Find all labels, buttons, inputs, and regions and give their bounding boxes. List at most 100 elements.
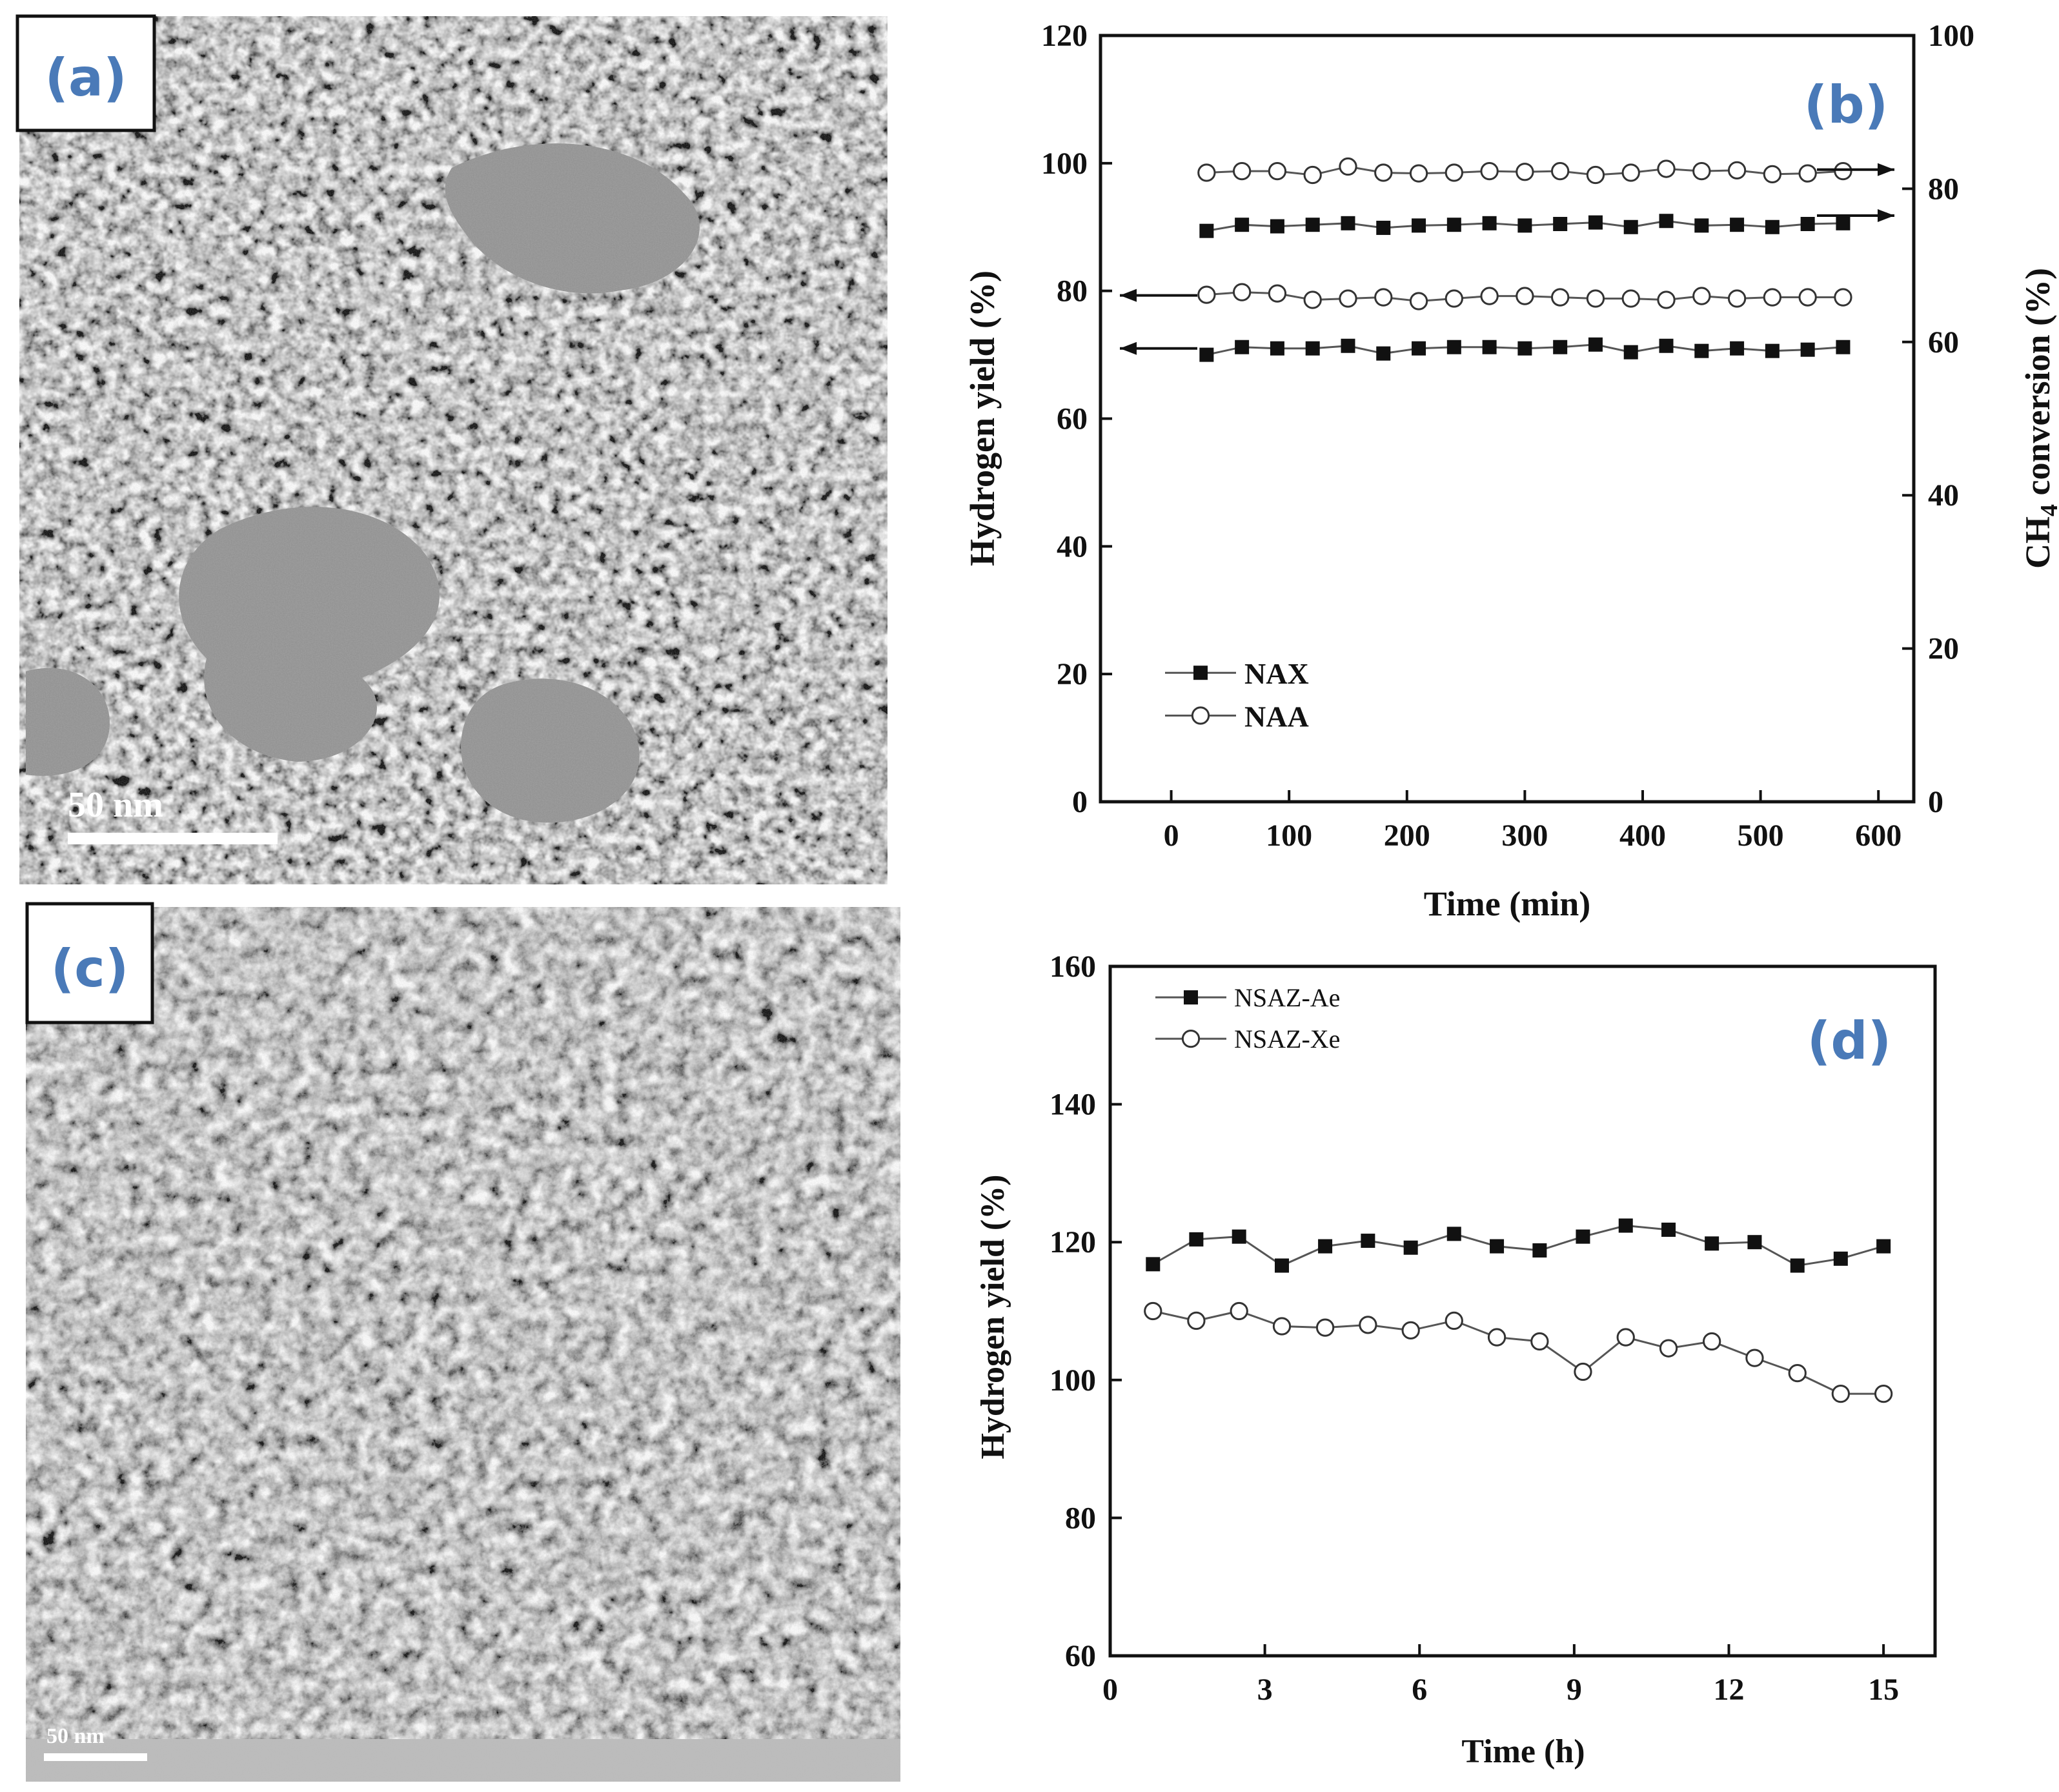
chart-b-point-naa xyxy=(1551,161,1570,181)
chart-d-point-nsaz-ae xyxy=(1274,1258,1289,1273)
chart-b-point-nax xyxy=(1623,345,1638,360)
panel-label-a: (a) xyxy=(45,48,127,108)
chart-b-point-naa xyxy=(1303,290,1322,309)
chart-b-point-naa xyxy=(1621,163,1640,182)
chart-b-point-naa xyxy=(1268,284,1287,303)
chart-b-ytick-label: 40 xyxy=(1057,529,1088,564)
chart-d-ylabel: Hydrogen yield (%) xyxy=(975,1174,1011,1459)
chart-d-series-line-nsaz-ae xyxy=(1152,1225,1884,1267)
chart-b-xtick-label: 500 xyxy=(1738,819,1784,853)
tem-grain-a xyxy=(19,16,888,884)
tem-grain-c xyxy=(26,907,900,1782)
chart-b-ylabel-right: CH4 conversion (%) xyxy=(2018,268,2059,569)
chart-d-ytick-label: 80 xyxy=(1065,1501,1096,1535)
chart-b-point-nax xyxy=(1235,340,1250,354)
chart-d-xticks: 0 3 6 9 12 15 xyxy=(1102,1644,1899,1707)
panel-label-box-a xyxy=(15,14,156,132)
chart-b-point-nax xyxy=(1517,341,1532,356)
chart-d-point-nsaz-ae xyxy=(1403,1240,1418,1255)
chart-b-arrows xyxy=(1120,163,1894,355)
chart-b-point-naa xyxy=(1409,292,1428,311)
chart-b-point-nax xyxy=(1412,218,1426,233)
chart-b-point-nax xyxy=(1623,219,1638,234)
chart-b-point-nax xyxy=(1517,218,1532,233)
chart-b-point-naa xyxy=(1409,164,1428,183)
chart-b-point-naa xyxy=(1339,157,1357,176)
chart-b-xtick-label: 400 xyxy=(1619,819,1666,853)
chart-b-ytick-right-label: 80 xyxy=(1928,172,1959,206)
chart-d-ytick-label: 140 xyxy=(1050,1088,1096,1122)
chart-b-point-nax xyxy=(1765,219,1780,234)
chart-d-point-nsaz-xe xyxy=(1616,1328,1635,1347)
chart-b-ytick-label: 100 xyxy=(1041,147,1088,181)
chart-b-xlabel: Time (min) xyxy=(1424,884,1590,923)
chart-b-point-nax xyxy=(1482,216,1497,230)
chart-b-point-naa xyxy=(1657,159,1676,178)
chart-d-point-nsaz-ae xyxy=(1790,1258,1805,1273)
chart-b-point-naa xyxy=(1692,161,1711,181)
chart-d-point-nsaz-ae xyxy=(1661,1222,1676,1237)
chart-b-point-nax xyxy=(1836,340,1851,354)
chart-b-point-nax xyxy=(1446,218,1461,232)
panel-label-c: (c) xyxy=(51,939,129,999)
chart-b-ytick-right-label: 60 xyxy=(1928,325,1959,360)
chart-d-xtick-label: 12 xyxy=(1714,1673,1745,1707)
chart-b-point-nax xyxy=(1270,219,1284,234)
chart-d-ytick-label: 100 xyxy=(1050,1363,1096,1398)
chart-b-ytick-label: 120 xyxy=(1041,19,1088,53)
chart-b-legend-label: NAX xyxy=(1244,657,1309,690)
chart-d-point-nsaz-ae xyxy=(1146,1257,1161,1272)
chart-b-legend: NAX NAA xyxy=(1165,657,1309,733)
chart-b-point-naa xyxy=(1303,165,1322,185)
chart-b-point-naa xyxy=(1763,165,1782,183)
scale-bar-a xyxy=(68,833,278,844)
chart-b-point-nax xyxy=(1588,215,1603,230)
chart-b-xtick-label: 600 xyxy=(1855,819,1902,853)
chart-d-ytick-label: 60 xyxy=(1065,1639,1096,1673)
chart-b-point-naa xyxy=(1834,161,1852,181)
chart-b-point-naa xyxy=(1268,161,1287,181)
chart-b-xtick-label: 100 xyxy=(1266,819,1312,853)
chart-d-point-nsaz-xe xyxy=(1144,1301,1162,1321)
chart-d-ytick-label: 120 xyxy=(1050,1225,1096,1259)
chart-b-point-nax xyxy=(1270,341,1284,356)
chart-b-point-naa xyxy=(1727,289,1747,308)
chart-d-xlabel: Time (h) xyxy=(1461,1733,1585,1770)
chart-b-point-nax xyxy=(1694,343,1709,358)
chart-b-xtick-label: 300 xyxy=(1501,819,1548,853)
chart-d-point-nsaz-ae xyxy=(1318,1239,1333,1254)
chart-b: 0 100 200 300 400 500 600 0 20 40 60 80 100 120 0 20 4… xyxy=(963,19,2059,923)
chart-b-legend-label: NAA xyxy=(1244,700,1309,733)
chart-b-point-nax xyxy=(1730,218,1745,232)
chart-b-point-nax xyxy=(1305,218,1320,232)
chart-d-point-nsaz-xe xyxy=(1272,1317,1292,1336)
chart-d-legend-label: NSAZ-Ae xyxy=(1234,983,1340,1012)
chart-b-point-nax xyxy=(1235,218,1250,232)
chart-b-point-naa xyxy=(1516,287,1534,305)
chart-d-point-nsaz-ae xyxy=(1876,1239,1891,1254)
chart-b-point-nax xyxy=(1659,214,1674,229)
chart-d-legend-marker xyxy=(1181,1029,1201,1048)
chart-d-point-nsaz-xe xyxy=(1831,1385,1850,1403)
chart-d: 0 3 6 9 12 15 60 80 100 120 140 160 Time (h) Hydro… xyxy=(975,950,1937,1770)
chart-b-point-naa xyxy=(1586,289,1605,308)
scale-bar-label-a: 50 nm xyxy=(68,785,163,825)
chart-b-point-naa xyxy=(1374,288,1393,307)
chart-b-arrow-head xyxy=(1878,209,1894,222)
scale-bar-label-c: 50 nm xyxy=(46,1724,105,1748)
chart-b-point-naa xyxy=(1232,283,1252,301)
chart-b-point-nax xyxy=(1553,217,1568,232)
panel-label-b: (b) xyxy=(1804,75,1888,135)
chart-b-point-nax xyxy=(1199,223,1214,238)
chart-d-point-nsaz-ae xyxy=(1833,1251,1848,1266)
chart-b-point-nax xyxy=(1659,338,1674,353)
chart-d-point-nsaz-ae xyxy=(1747,1235,1762,1250)
panel-label-box-c xyxy=(25,902,154,1024)
chart-b-xtick-label: 0 xyxy=(1164,819,1179,853)
scale-bar-c xyxy=(44,1753,147,1761)
panel-c: 50 nm (c) xyxy=(25,902,900,1782)
chart-b-point-nax xyxy=(1800,342,1815,357)
chart-b-point-nax xyxy=(1412,341,1426,356)
chart-d-series-line-nsaz-xe xyxy=(1152,1310,1884,1395)
chart-b-ytick-label: 80 xyxy=(1057,274,1088,309)
